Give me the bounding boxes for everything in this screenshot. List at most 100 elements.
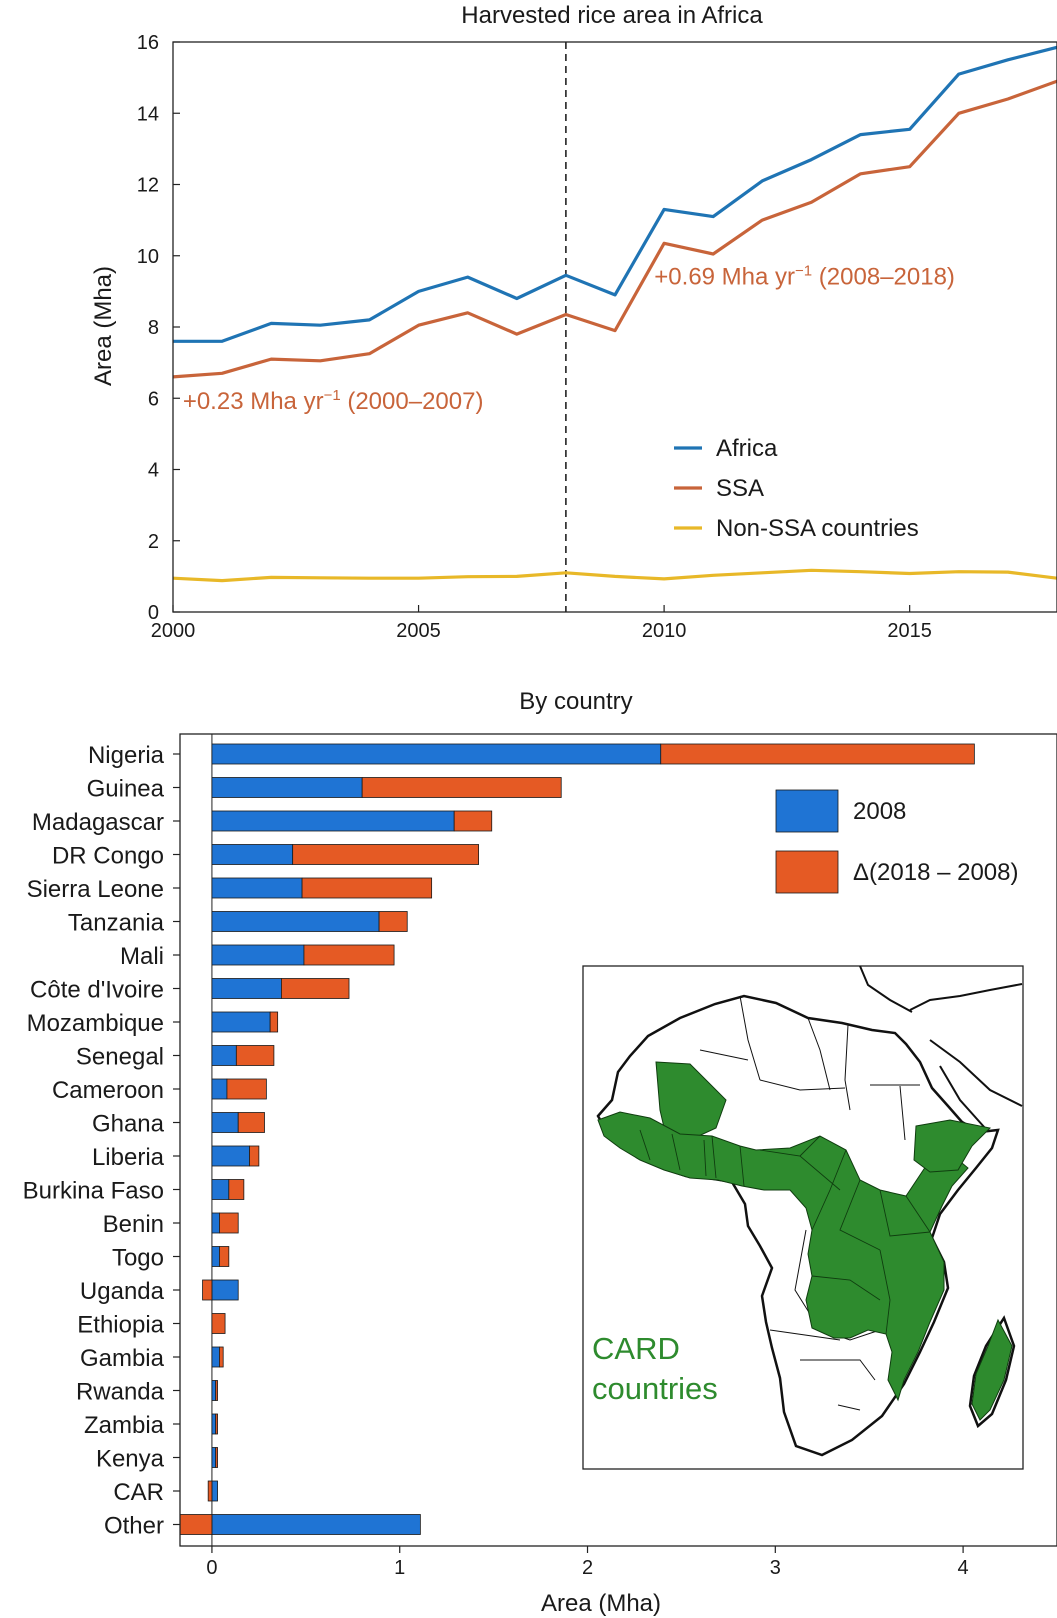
category-label: Togo	[112, 1245, 164, 1272]
bar-2008	[211, 1212, 220, 1234]
bar-chart-x-ticks: 0 1 2 3 4	[206, 734, 969, 1579]
bar-delta	[249, 1145, 260, 1167]
bar-2008	[211, 1413, 217, 1435]
y-tick-label: 8	[148, 317, 159, 339]
legend-label: SSA	[716, 475, 764, 502]
bar-delta	[303, 944, 395, 966]
series-line-ssa	[172, 79, 1057, 379]
bar-delta	[269, 1011, 279, 1033]
bar-delta	[378, 911, 408, 932]
bar-2008	[211, 810, 455, 832]
category-label: Côte d'Ivoire	[30, 977, 164, 1004]
bar-2008	[211, 1145, 250, 1167]
category-label: Guinea	[87, 776, 165, 803]
category-label: Mali	[120, 943, 164, 970]
y-tick-label: 16	[137, 32, 159, 54]
category-label: DR Congo	[52, 843, 164, 870]
category-label: Sierra Leone	[27, 876, 164, 903]
y-tick-label: 2	[148, 531, 159, 553]
bar-delta	[235, 1045, 275, 1066]
bar-chart-frame	[179, 733, 1057, 1547]
category-label: Burkina Faso	[23, 1178, 164, 1205]
bar-2008	[211, 1279, 239, 1301]
category-label: Uganda	[80, 1278, 165, 1305]
map-label-line1: CARD	[592, 1331, 680, 1366]
bar-delta	[215, 1447, 218, 1468]
card-country-borders	[639, 1129, 931, 1335]
line-chart-legend: Africa SSA Non-SSA countries	[674, 435, 919, 542]
legend-swatch	[775, 850, 839, 894]
bar-2008	[211, 944, 305, 966]
category-label: Tanzania	[68, 910, 165, 937]
line-chart: Harvested rice area in Africa Area (Mha)…	[90, 2, 1057, 642]
bar-chart: By country Area (Mha) Nigeria Guinea Madag…	[23, 688, 1057, 1617]
x-tick-label: 0	[206, 1557, 217, 1579]
bar-2008	[211, 743, 662, 765]
category-label: Rwanda	[76, 1379, 165, 1406]
bar-delta	[292, 844, 479, 865]
category-label: Benin	[103, 1211, 164, 1238]
x-tick-label: 2005	[396, 620, 441, 642]
bar-2008	[211, 1246, 220, 1267]
legend-label: 2008	[853, 798, 906, 825]
bar-2008	[211, 1011, 271, 1033]
line-chart-y-axis-label: Area (Mha)	[90, 266, 117, 386]
trend-annotation: +0.69 Mha yr−1 (2008–2018)	[654, 262, 955, 290]
category-label: Madagascar	[32, 809, 164, 836]
x-tick-label: 3	[770, 1557, 781, 1579]
bar-delta	[281, 978, 350, 999]
bar-2008	[211, 1346, 220, 1368]
bar-chart-title: By country	[519, 688, 632, 715]
bar-chart-legend: 2008 Δ(2018 – 2008)	[775, 789, 1018, 894]
map-label-line2: countries	[592, 1371, 718, 1406]
bar-2008	[211, 1447, 217, 1468]
category-label: Gambia	[80, 1345, 165, 1372]
bar-delta	[215, 1413, 218, 1435]
card-countries-highlight	[597, 1061, 1013, 1421]
bar-delta	[219, 1212, 239, 1234]
bar-delta	[228, 1179, 245, 1200]
bar-delta	[215, 1380, 218, 1401]
bar-delta	[301, 877, 433, 899]
bar-delta	[179, 1514, 213, 1535]
bar-delta	[361, 777, 562, 798]
bar-2008	[211, 1112, 239, 1133]
category-label: Zambia	[84, 1412, 165, 1439]
line-chart-y-ticks: 0 2 4 6 8 10 12 14 16	[137, 32, 180, 624]
y-tick-label: 12	[137, 175, 159, 197]
legend-swatch	[775, 789, 839, 833]
x-tick-label: 2010	[642, 620, 687, 642]
line-chart-x-ticks: 2000 2005 2010 2015	[151, 605, 932, 642]
x-tick-label: 2015	[887, 620, 932, 642]
line-chart-annotations: +0.23 Mha yr−1 (2000–2007) +0.69 Mha yr−1…	[183, 262, 955, 415]
bar-2008	[211, 1514, 421, 1535]
bar-2008	[211, 777, 363, 798]
legend-label: Non-SSA countries	[716, 515, 919, 542]
bar-2008	[211, 1480, 218, 1502]
category-label: Liberia	[92, 1144, 165, 1171]
line-chart-frame	[172, 41, 1057, 613]
bar-delta	[237, 1112, 265, 1133]
bar-chart-category-labels: Nigeria Guinea Madagascar DR Congo Sierra Le…	[23, 742, 180, 1540]
map-frame	[582, 965, 1024, 1470]
line-chart-title: Harvested rice area in Africa	[461, 2, 763, 29]
bar-delta	[660, 743, 975, 765]
bar-2008	[211, 1045, 237, 1066]
bar-2008	[211, 877, 303, 899]
x-tick-label: 1	[394, 1557, 405, 1579]
bar-delta	[219, 1346, 224, 1368]
bar-delta	[453, 810, 493, 832]
y-tick-label: 0	[148, 602, 159, 624]
bar-delta	[202, 1279, 213, 1301]
series-line-non-ssa-countries	[172, 568, 1057, 583]
bar-2008	[211, 844, 294, 865]
category-label: Mozambique	[27, 1010, 164, 1037]
bar-delta	[211, 1313, 226, 1334]
y-tick-label: 14	[137, 103, 159, 125]
bar-2008	[211, 978, 282, 999]
bar-chart-x-axis-label: Area (Mha)	[541, 1590, 661, 1617]
category-label: Senegal	[76, 1044, 164, 1071]
category-label: Ethiopia	[77, 1312, 164, 1339]
x-tick-label: 2000	[151, 620, 196, 642]
